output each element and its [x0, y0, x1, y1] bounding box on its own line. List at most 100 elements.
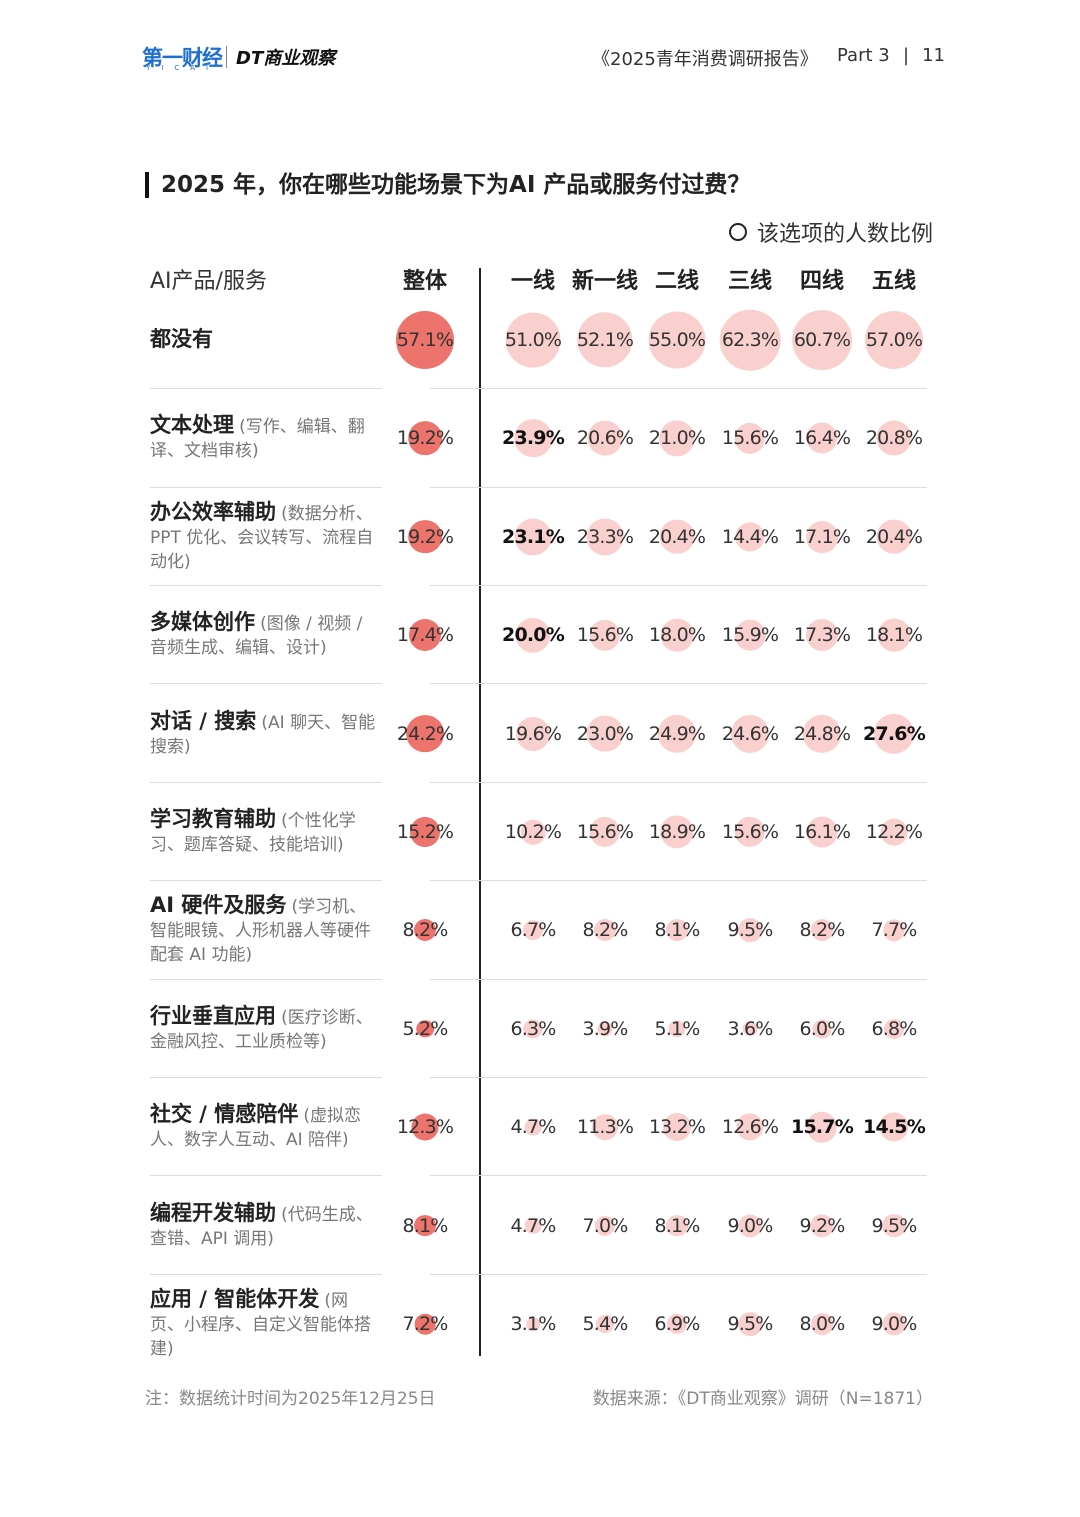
value-label: 55.0% [648, 329, 706, 351]
value-label: 6.9% [654, 1313, 700, 1335]
bubble [811, 1313, 833, 1335]
value-label: 8.1% [402, 1214, 448, 1237]
bubble [589, 620, 621, 651]
value-label: 17.3% [793, 624, 851, 647]
bubble [586, 715, 624, 753]
value-label: 19.2% [396, 525, 454, 548]
value-label: 9.2% [799, 1214, 845, 1237]
bubble [806, 520, 838, 553]
bubble [806, 1111, 838, 1143]
value-label: 15.7% [791, 1116, 854, 1139]
row-separator [150, 388, 382, 390]
bubble [526, 1317, 540, 1331]
value-label: 4.7% [510, 1214, 556, 1237]
row-note: (代码生成、查错、API 调用) [150, 1204, 373, 1249]
value-label: 9.5% [727, 1313, 773, 1335]
value-label: 7.7% [871, 919, 917, 942]
page-number: 11 [922, 45, 945, 66]
bubble [668, 1020, 686, 1038]
bubble [411, 1113, 439, 1141]
bubble [659, 420, 695, 456]
value-label: 12.6% [721, 1116, 779, 1139]
column-header: 新一线 [571, 269, 639, 294]
value-label: 3.9% [582, 1017, 628, 1040]
row-separator [430, 1273, 927, 1275]
value-label: 52.1% [576, 329, 634, 351]
row-label: 应用 / 智能体开发 (网页、小程序、自定义智能体搭建) [150, 1287, 382, 1361]
value-label: 6.0% [799, 1017, 845, 1040]
row-note: (医疗诊断、金融风控、工业质检等) [150, 1007, 373, 1052]
bubble [520, 819, 546, 845]
value-label: 15.6% [721, 821, 779, 843]
bubble [738, 1312, 762, 1336]
value-label: 8.2% [402, 919, 448, 942]
row-name: 应用 / 智能体开发 [150, 1287, 320, 1311]
row-name: 社交 / 情感陪伴 [150, 1102, 299, 1127]
bubble [587, 420, 623, 456]
bubble [597, 1021, 613, 1037]
value-label: 14.4% [721, 525, 779, 548]
value-label: 24.8% [793, 722, 851, 745]
chart-title: 2025 年，你在哪些功能场景下为AI 产品或服务付过费？ [145, 172, 750, 198]
bubble [730, 714, 770, 753]
value-label: 18.1% [865, 624, 923, 647]
row-note: (学习机、智能眼镜、人形机器人等硬件配套 AI 功能) [150, 897, 371, 966]
bubble [416, 1020, 434, 1038]
value-label: 3.1% [510, 1313, 556, 1335]
bubble [523, 1019, 543, 1039]
value-label: 5.4% [582, 1313, 628, 1335]
row-name: 文本处理 [150, 413, 234, 438]
value-label: 5.2% [402, 1017, 448, 1040]
bubble [514, 419, 552, 458]
row-label: 多媒体创作 (图像 / 视频 / 音频生成、编辑、设计) [150, 610, 382, 660]
bubble [414, 1313, 436, 1335]
value-label: 20.6% [576, 427, 634, 450]
value-label: 60.7% [793, 329, 851, 351]
value-label: 23.0% [576, 722, 634, 745]
report-title: 《2025青年消费调研报告》 [592, 49, 818, 70]
source: 数据来源：《DT商业观察》调研（N=1871） [592, 1389, 933, 1409]
value-label: 3.6% [727, 1017, 773, 1040]
value-label: 20.8% [865, 427, 923, 450]
bubble [877, 618, 911, 652]
value-label: 62.3% [721, 329, 779, 351]
value-label: 15.6% [721, 427, 779, 450]
value-label: 15.6% [576, 624, 634, 647]
row-name: 对话 / 搜索 [150, 708, 257, 733]
row-separator [150, 1175, 382, 1177]
value-label: 23.9% [502, 427, 565, 450]
row-separator [430, 1077, 927, 1078]
value-label: 23.1% [502, 525, 565, 548]
value-label: 7.0% [582, 1214, 628, 1237]
row-label: 社交 / 情感陪伴 (虚拟恋人、数字人互动、AI 陪伴) [150, 1102, 382, 1152]
bubble [666, 919, 688, 942]
row-separator [430, 683, 927, 685]
bubble [408, 619, 442, 652]
bubble [876, 420, 912, 456]
value-label: 27.6% [863, 722, 926, 745]
row-separator [430, 1175, 927, 1177]
value-label: 5.1% [654, 1017, 700, 1040]
bubble [594, 919, 616, 942]
bubble [882, 1312, 906, 1336]
bubble [524, 1217, 542, 1234]
value-label: 6.3% [510, 1017, 556, 1040]
bubble [806, 619, 838, 652]
row-name: 行业垂直应用 [150, 1003, 276, 1028]
bubble [505, 312, 561, 368]
bubble [395, 310, 455, 370]
row-separator [150, 1077, 382, 1078]
bubble [577, 312, 633, 368]
row-name: 办公效率辅助 [150, 499, 276, 524]
bubble [738, 1214, 762, 1238]
row-separator [150, 781, 382, 783]
row-name: AI 硬件及服务 [150, 893, 287, 918]
bubble [883, 919, 905, 942]
value-label: 4.7% [510, 1116, 556, 1139]
row-note: (图像 / 视频 / 音频生成、编辑、设计) [150, 614, 363, 659]
logo-cn: 第一财经 [142, 46, 223, 70]
value-label: 9.5% [871, 1214, 917, 1237]
legend-icon [728, 223, 747, 241]
column-header: 五线 [871, 269, 917, 294]
